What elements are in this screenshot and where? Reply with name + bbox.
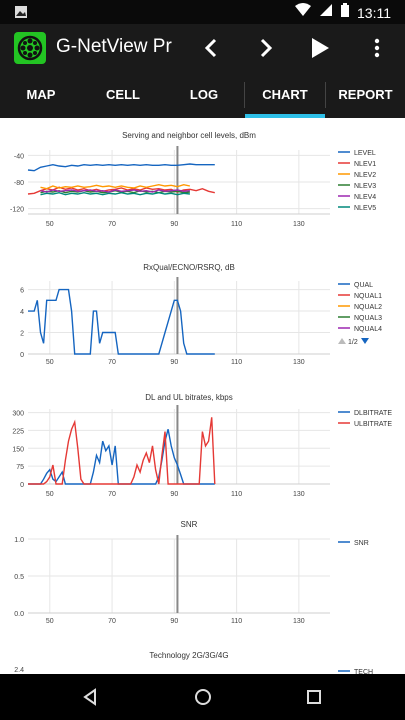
legend-next-icon xyxy=(361,338,369,344)
tab-bar: MAP CELL LOG CHART REPORT xyxy=(0,72,405,118)
nav-home-icon[interactable] xyxy=(190,684,216,710)
y-tick-label: 225 xyxy=(12,428,24,435)
chart-title: Technology 2G/3G/4G xyxy=(149,651,228,660)
x-tick-label: 70 xyxy=(108,359,116,366)
series-line-nlev2 xyxy=(40,183,191,190)
x-tick-label: 50 xyxy=(46,359,54,366)
legend-page: 1/2 xyxy=(348,339,358,346)
y-tick-label: 6 xyxy=(20,288,24,295)
y-tick-label: -40 xyxy=(14,153,24,160)
y-tick-label: 0 xyxy=(20,482,24,489)
legend-label: NLEV3 xyxy=(354,183,376,190)
wifi-icon xyxy=(295,3,311,22)
legend-label: NLEV4 xyxy=(354,194,376,201)
status-bar: 13:11 xyxy=(0,0,405,24)
chevron-left-icon[interactable] xyxy=(195,32,227,64)
legend-label: NLEV5 xyxy=(354,205,376,212)
x-tick-label: 70 xyxy=(108,491,116,498)
chevron-right-icon[interactable] xyxy=(250,32,282,64)
x-tick-label: 90 xyxy=(170,359,178,366)
y-tick-label: 2 xyxy=(20,331,24,338)
legend-prev-icon xyxy=(338,338,346,344)
x-tick-label: 70 xyxy=(108,618,116,625)
y-tick-label: 75 xyxy=(16,464,24,471)
x-tick-label: 90 xyxy=(170,618,178,625)
tab-divider xyxy=(244,82,245,108)
x-tick-label: 70 xyxy=(108,221,116,228)
x-tick-label: 50 xyxy=(46,221,54,228)
y-tick-label: -120 xyxy=(10,207,24,214)
legend-label: NQUAL4 xyxy=(354,326,382,333)
tab-log[interactable]: LOG xyxy=(189,87,219,102)
chart-title: SNR xyxy=(181,520,198,529)
nav-recents-icon[interactable] xyxy=(301,684,327,710)
x-tick-label: 130 xyxy=(293,359,305,366)
play-icon[interactable] xyxy=(304,32,336,64)
tab-report[interactable]: REPORT xyxy=(338,87,393,102)
legend-label: DLBITRATE xyxy=(354,410,392,417)
x-tick-label: 110 xyxy=(231,618,242,625)
charts-canvas: Serving and neighbor cell levels, dBm 50 7… xyxy=(10,131,392,674)
legend-label: LEVEL xyxy=(354,150,376,157)
signal-icon xyxy=(319,3,333,22)
tab-map[interactable]: MAP xyxy=(26,87,56,102)
nav-back-icon[interactable] xyxy=(77,684,103,710)
legend-label: NQUAL1 xyxy=(354,293,382,300)
x-tick-label: 50 xyxy=(46,491,54,498)
x-tick-label: 130 xyxy=(293,618,305,625)
tab-chart[interactable]: CHART xyxy=(245,72,325,118)
legend-label: ULBITRATE xyxy=(354,421,392,428)
chart-title: Serving and neighbor cell levels, dBm xyxy=(122,131,256,140)
y-tick-label: 150 xyxy=(12,446,24,453)
y-tick-label: 1.0 xyxy=(14,537,24,544)
x-tick-label: 110 xyxy=(231,221,242,228)
app-toolbar: G-NetView Pr xyxy=(0,24,405,72)
x-tick-label: 90 xyxy=(170,491,178,498)
series-line-level xyxy=(27,163,215,172)
tab-divider xyxy=(325,82,326,108)
legend-label: NQUAL2 xyxy=(354,304,382,311)
chart-title: DL and UL bitrates, kbps xyxy=(145,393,232,402)
charts-panel[interactable]: Serving and neighbor cell levels, dBm 50 7… xyxy=(0,118,405,674)
series-line-qual xyxy=(28,288,215,355)
x-tick-label: 130 xyxy=(293,491,305,498)
battery-icon xyxy=(341,3,349,22)
system-nav-bar xyxy=(0,674,405,720)
y-tick-label: 0 xyxy=(20,352,24,359)
image-notification-icon xyxy=(14,5,28,24)
x-tick-label: 130 xyxy=(293,221,305,228)
tab-cell[interactable]: CELL xyxy=(106,87,140,102)
y-tick-label: 0.0 xyxy=(14,611,24,618)
y-tick-label: 0.5 xyxy=(14,574,24,581)
y-tick-label: 4 xyxy=(20,309,24,316)
more-vert-icon[interactable] xyxy=(361,32,393,64)
app-title: G-NetView Pr xyxy=(56,36,172,57)
app-logo-icon xyxy=(14,32,46,64)
legend-label: TECH xyxy=(354,669,373,674)
legend-label: NQUAL3 xyxy=(354,315,382,322)
y-tick-label: 2.4 xyxy=(14,667,24,674)
series-line-nlev5 xyxy=(40,191,190,196)
y-tick-label: -80 xyxy=(14,180,24,187)
y-tick-label: 300 xyxy=(12,411,24,418)
series-line-dlbitrate xyxy=(28,429,215,485)
legend-label: NLEV1 xyxy=(354,161,376,168)
legend-label: NLEV2 xyxy=(354,172,376,179)
series-line-nlev4 xyxy=(40,189,190,193)
legend-label: QUAL xyxy=(354,282,373,289)
x-tick-label: 110 xyxy=(231,359,242,366)
legend-label: SNR xyxy=(354,540,369,547)
clock: 13:11 xyxy=(357,4,391,21)
x-tick-label: 90 xyxy=(170,221,178,228)
x-tick-label: 110 xyxy=(231,491,242,498)
x-tick-label: 50 xyxy=(46,618,54,625)
chart-title: RxQual/ECNO/RSRQ, dB xyxy=(143,263,235,272)
series-line-ulbitrate xyxy=(28,417,216,485)
